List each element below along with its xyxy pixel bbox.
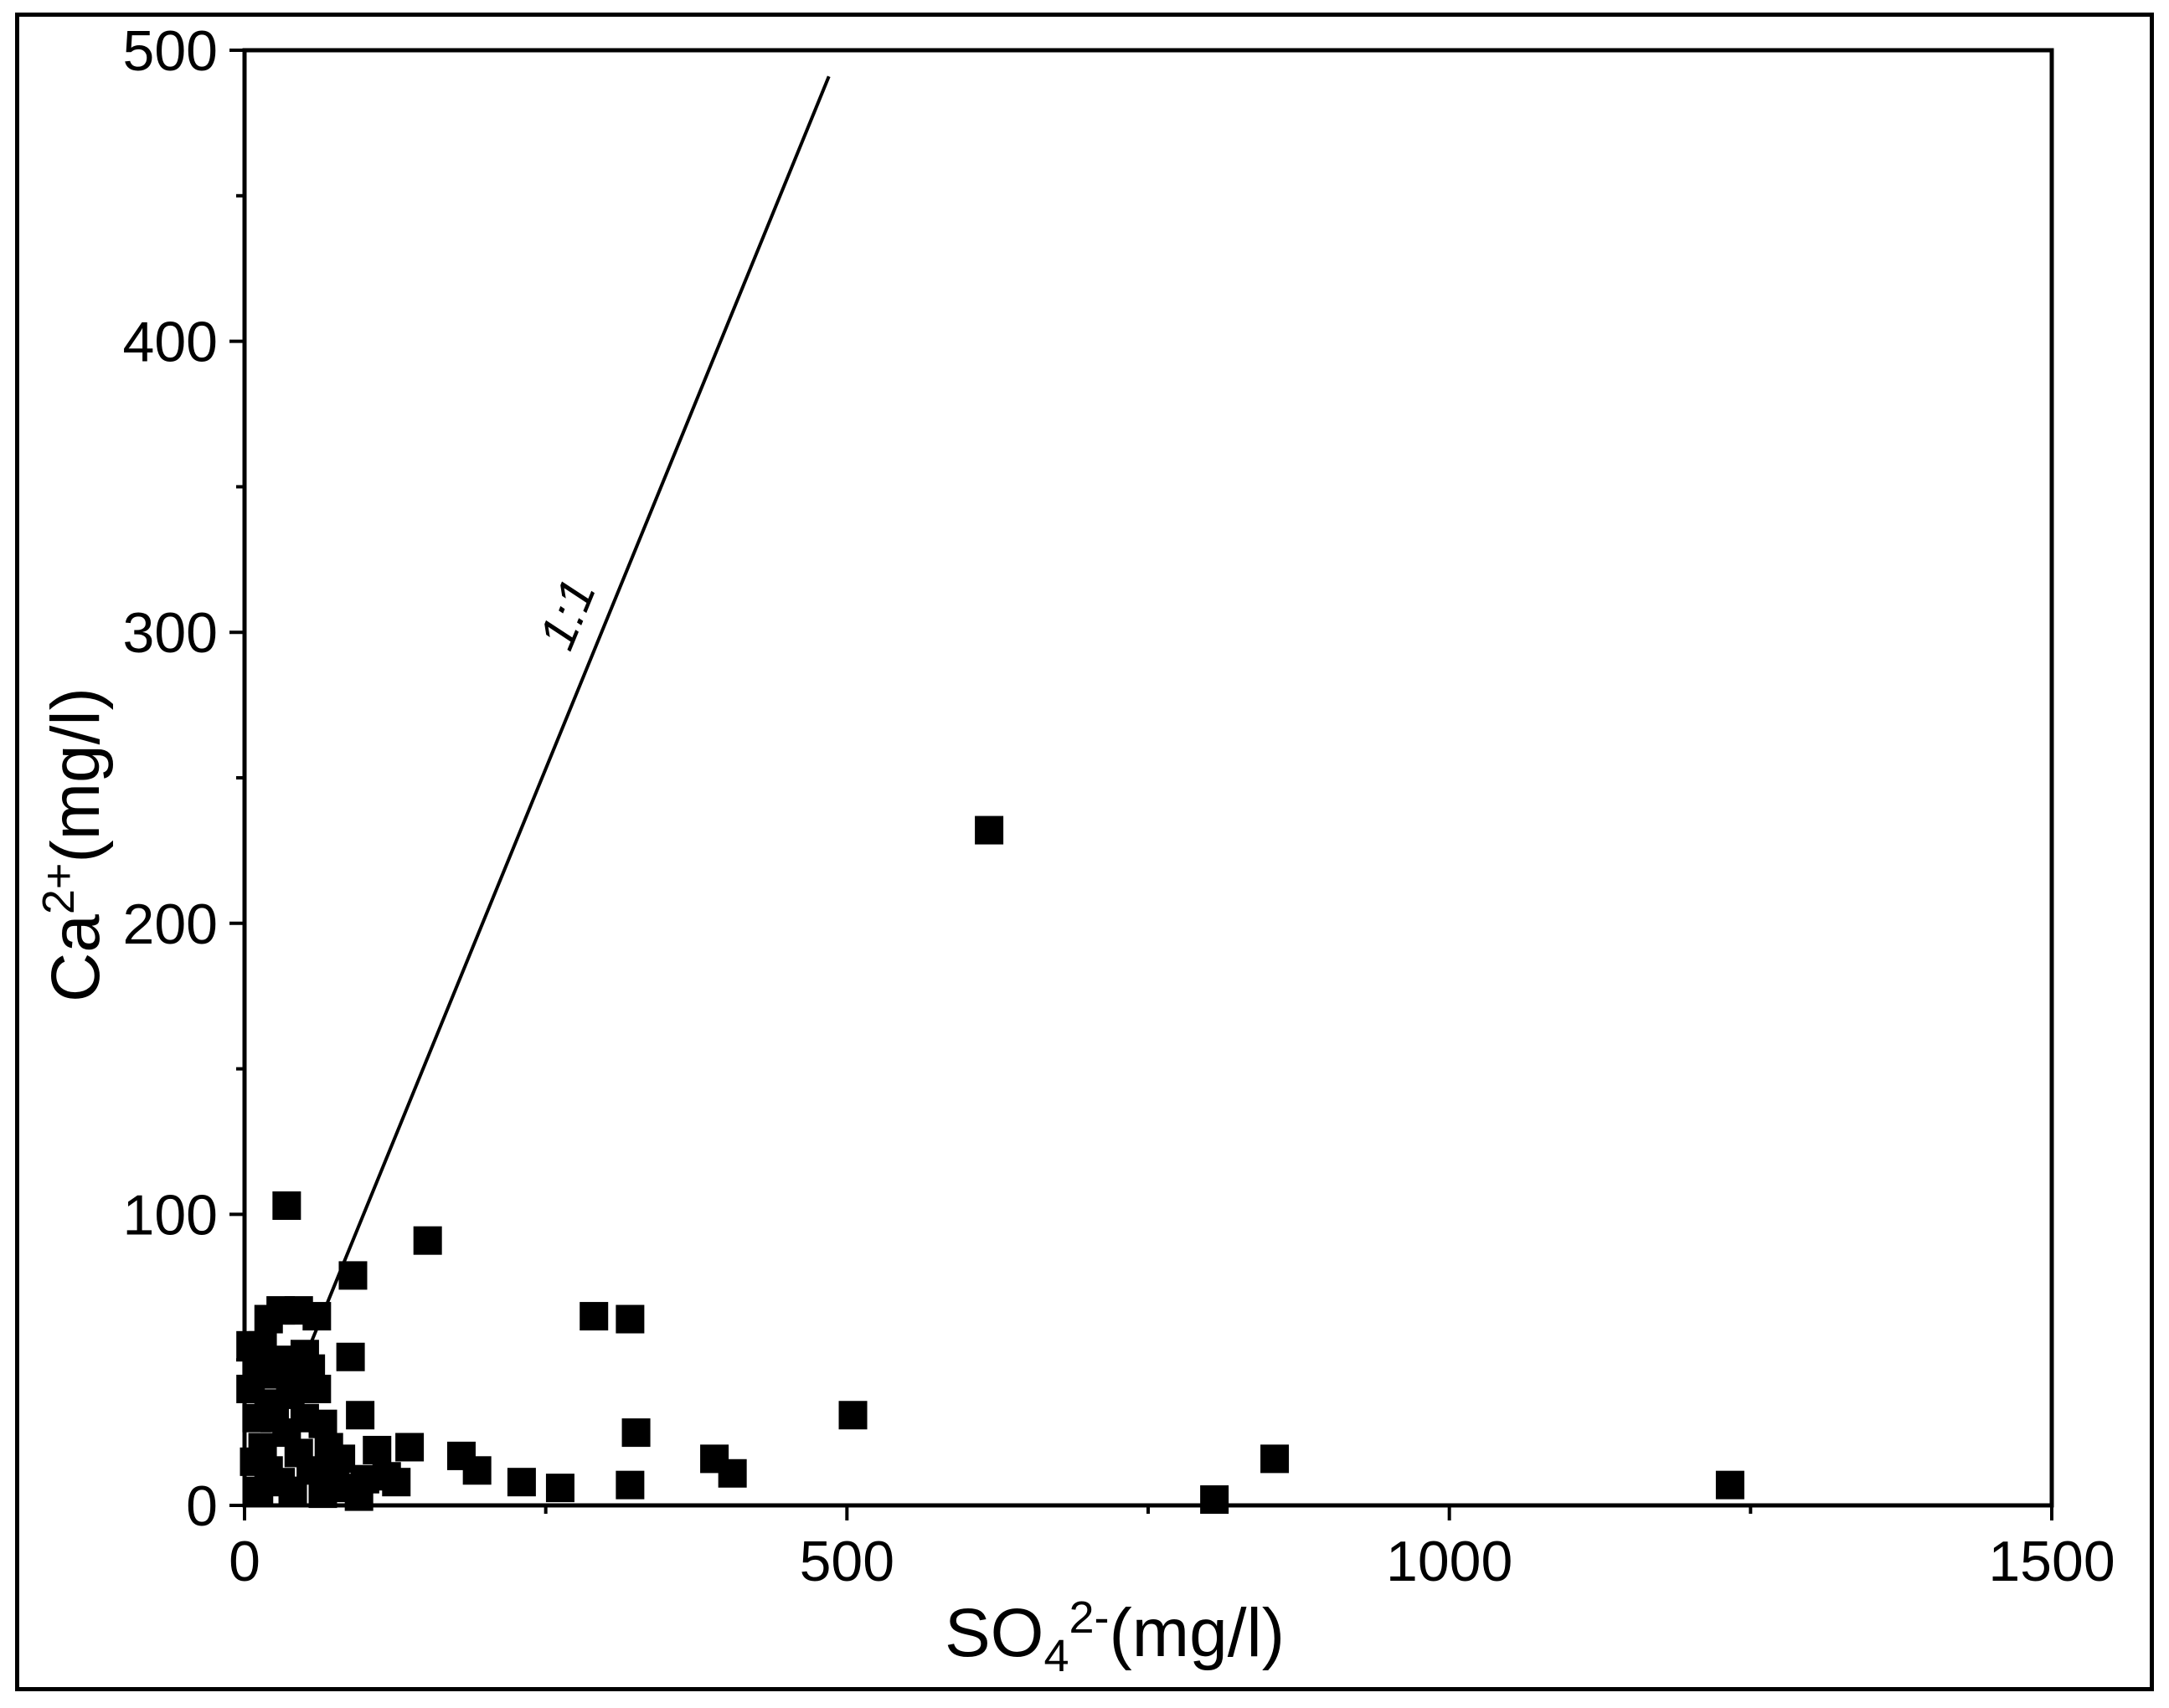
x-axis-title-subscript: 4 <box>1043 1631 1069 1681</box>
data-point <box>245 1476 274 1505</box>
data-point <box>616 1304 645 1334</box>
x-axis-title-base: SO <box>945 1595 1043 1671</box>
y-axis-title-superscript: 2+ <box>33 863 84 915</box>
data-point <box>344 1482 374 1511</box>
x-tick-label: 500 <box>800 1530 894 1593</box>
y-tick-label: 0 <box>186 1474 218 1538</box>
x-tick-label: 0 <box>229 1530 260 1593</box>
data-point <box>1200 1485 1229 1515</box>
data-point <box>545 1474 574 1503</box>
data-point <box>1715 1470 1744 1500</box>
axis-ticks <box>229 49 2053 1520</box>
data-point <box>338 1261 368 1290</box>
one-to-one-label: 1:1 <box>528 571 607 657</box>
data-point <box>363 1435 392 1464</box>
data-point <box>272 1191 301 1220</box>
data-point <box>462 1456 492 1485</box>
y-axis-title-unit: (mg/l) <box>38 687 114 863</box>
x-tick-label: 1000 <box>1386 1530 1512 1593</box>
one-to-one-line <box>243 75 831 1506</box>
y-tick-label: 200 <box>123 893 218 956</box>
data-point <box>616 1470 645 1500</box>
data-point <box>838 1401 868 1430</box>
data-point <box>413 1226 442 1255</box>
x-axis-title: SO42-(mg/l) <box>945 1592 1285 1681</box>
y-tick-label: 400 <box>123 311 218 374</box>
y-tick-label: 100 <box>123 1183 218 1247</box>
plot-area <box>242 48 2054 1508</box>
data-point <box>718 1458 747 1488</box>
data-point <box>382 1468 411 1497</box>
data-point <box>621 1418 651 1448</box>
y-tick-label: 500 <box>123 19 218 83</box>
data-point <box>507 1468 536 1497</box>
data-point <box>302 1302 332 1331</box>
x-axis-title-superscript: 2- <box>1069 1592 1109 1643</box>
data-point <box>1260 1444 1290 1474</box>
data-point <box>254 1304 283 1334</box>
y-axis-title-base: Ca <box>38 914 114 1002</box>
tick-labels: 0 500 1000 1500 0 100 200 300 400 500 <box>123 19 2115 1593</box>
data-point <box>278 1476 307 1505</box>
data-points <box>236 815 1744 1515</box>
figure-frame <box>15 13 2154 1691</box>
x-tick-label: 1500 <box>1988 1530 2115 1593</box>
data-point <box>251 1360 281 1389</box>
data-point <box>236 1330 265 1360</box>
data-point <box>346 1401 375 1430</box>
y-axis-title: Ca2+(mg/l) <box>33 687 114 1002</box>
y-tick-label: 300 <box>123 601 218 665</box>
data-point <box>336 1342 365 1371</box>
x-axis-title-unit: (mg/l) <box>1110 1595 1285 1671</box>
data-point <box>395 1433 425 1462</box>
data-point <box>975 815 1004 845</box>
data-point <box>254 1389 283 1418</box>
data-point <box>580 1302 609 1331</box>
data-point <box>308 1409 337 1438</box>
data-point <box>240 1447 269 1476</box>
